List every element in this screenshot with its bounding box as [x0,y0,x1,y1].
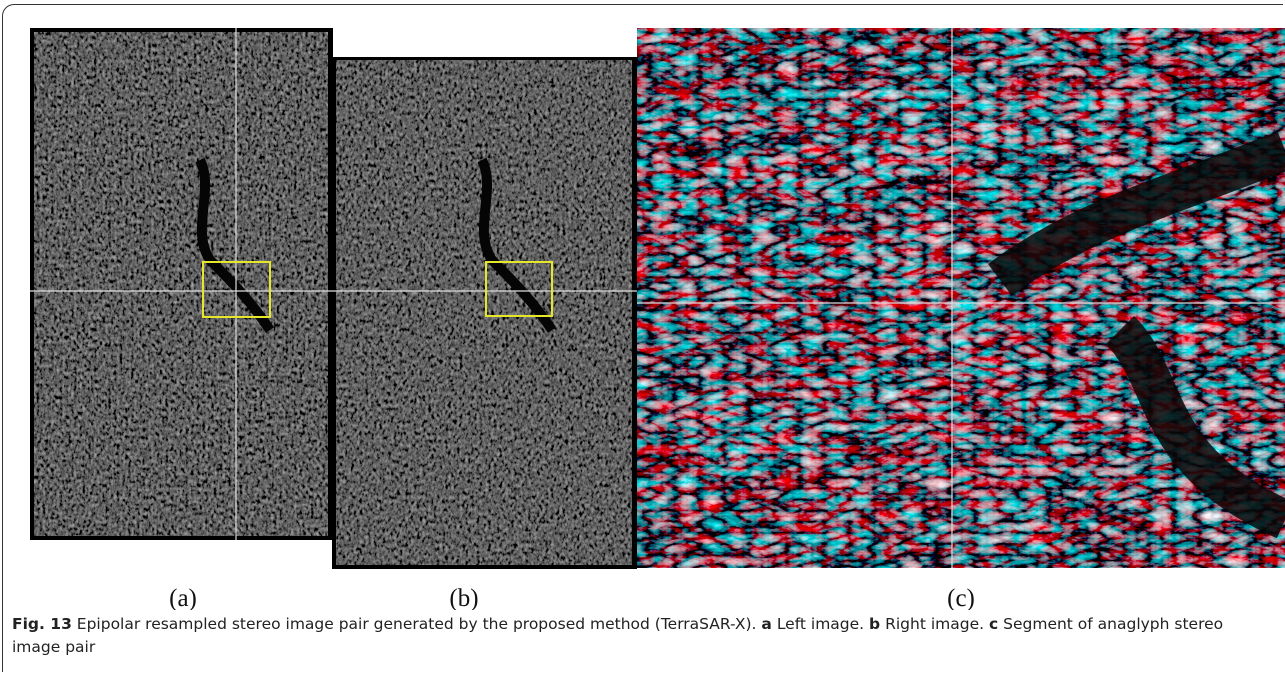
page: {"panels": [{"label": "(a)"}, {"label": … [0,0,1285,674]
panel-label: (b) [449,585,478,610]
panel-label: (a) [169,585,197,610]
part-label: a [761,615,771,633]
figure: (a) (b) (c) [0,0,1285,610]
panel-label: (c) [947,585,975,610]
sar-image-left [34,32,328,536]
caption-text: Epipolar resampled stereo image pair gen… [77,615,757,633]
part-label: b [869,615,880,633]
figure-caption: Fig. 13 Epipolar resampled stereo image … [12,613,1272,659]
part-label: c [989,615,998,633]
part-text: Left image. [777,615,864,633]
sar-image-right [336,60,632,565]
part-text: Right image. [885,615,984,633]
anaglyph-image [637,28,1285,568]
caption-label: Fig. 13 [12,615,72,633]
